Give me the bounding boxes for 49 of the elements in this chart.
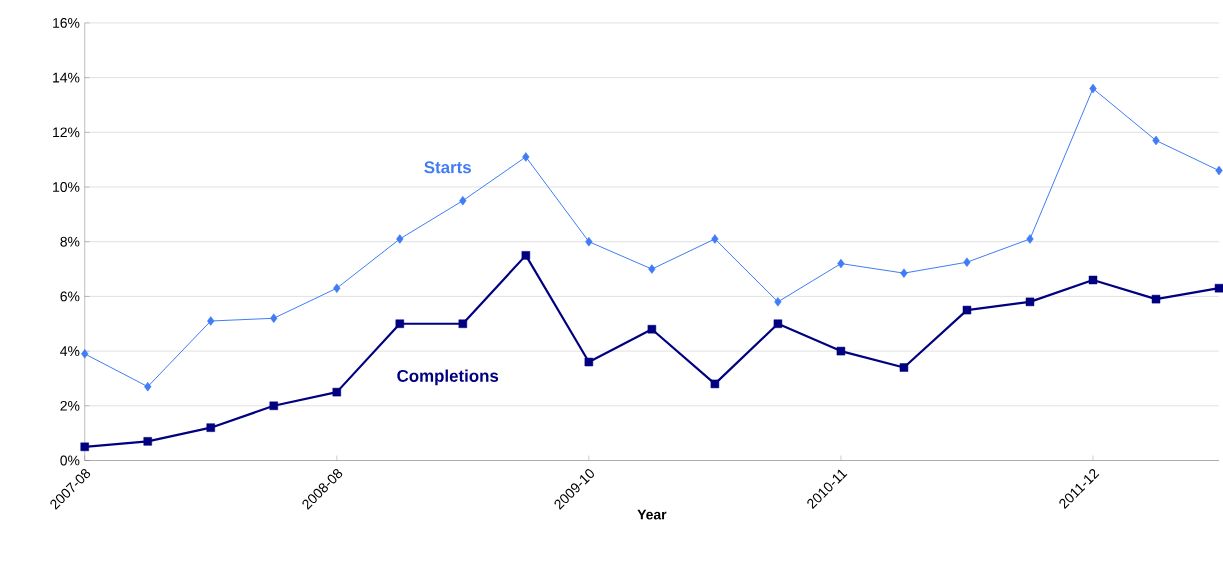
point (522, 152, 530, 162)
point (1215, 165, 1223, 176)
point (900, 268, 908, 278)
point (710, 379, 720, 389)
point (270, 313, 278, 323)
series-label: Completions (397, 369, 499, 386)
y-tick-label: 10% (53, 182, 80, 192)
point (144, 381, 152, 392)
y-tick-label: 6% (60, 291, 80, 302)
point (1152, 135, 1160, 146)
point (459, 195, 467, 206)
point (962, 305, 972, 315)
point (269, 401, 279, 410)
point (963, 257, 971, 267)
point (648, 264, 656, 274)
point (1089, 83, 1097, 94)
y-tick-label: 2% (60, 400, 80, 411)
point (333, 283, 341, 293)
y-tick-label: 4% (60, 346, 80, 356)
point (647, 324, 657, 334)
point (207, 316, 215, 326)
series-label: Starts (424, 161, 471, 174)
y-tick-label: 16% (53, 17, 80, 28)
point (81, 349, 89, 359)
y-tick-label: 12% (53, 127, 80, 138)
point (80, 442, 89, 451)
point (584, 357, 594, 367)
point (899, 363, 909, 372)
point (1026, 234, 1034, 244)
y-tick-label: 8% (60, 236, 80, 247)
point (396, 234, 404, 244)
point (836, 346, 846, 356)
point (837, 258, 845, 269)
x-axis-title: Year (637, 509, 667, 520)
point (521, 251, 531, 260)
point (332, 387, 342, 397)
point (395, 319, 405, 328)
point (458, 319, 468, 328)
point (1088, 275, 1098, 285)
point (1025, 297, 1035, 307)
point (773, 319, 783, 328)
point (206, 423, 215, 432)
point (711, 234, 719, 244)
point (1151, 294, 1161, 304)
point (143, 437, 152, 446)
y-tick-label: 0% (60, 455, 80, 466)
y-tick-label: 14% (53, 72, 80, 83)
point (774, 297, 782, 307)
point (585, 236, 593, 247)
